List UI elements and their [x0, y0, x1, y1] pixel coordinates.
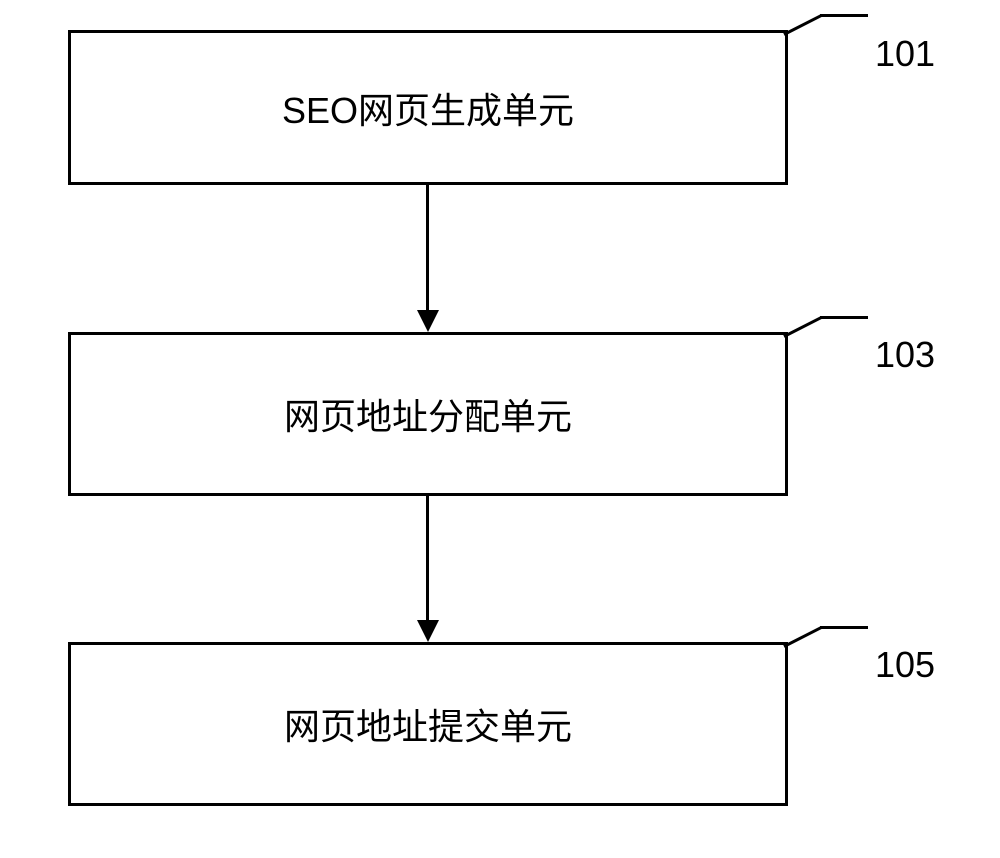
- leader-line: [820, 14, 868, 17]
- node-label: 网页地址分配单元: [284, 388, 572, 440]
- leader-line: [783, 316, 822, 338]
- node-ref-label: 103: [875, 334, 935, 376]
- connector: [426, 185, 429, 311]
- connector: [426, 496, 429, 621]
- flowchart-node-address-assign: 网页地址分配单元: [68, 332, 788, 496]
- flowchart-container: SEO网页生成单元 101 网页地址分配单元 103 网页地址提交单元 105: [0, 0, 1000, 858]
- leader-line: [783, 14, 822, 36]
- arrow-icon: [417, 620, 439, 642]
- node-ref-label: 105: [875, 644, 935, 686]
- leader-line: [820, 626, 868, 629]
- node-ref-label: 101: [875, 33, 935, 75]
- flowchart-node-seo-generate: SEO网页生成单元: [68, 30, 788, 185]
- node-label: SEO网页生成单元: [282, 82, 574, 134]
- leader-line: [783, 626, 822, 648]
- flowchart-node-address-submit: 网页地址提交单元: [68, 642, 788, 806]
- leader-line: [820, 316, 868, 319]
- arrow-icon: [417, 310, 439, 332]
- node-label: 网页地址提交单元: [284, 698, 572, 750]
